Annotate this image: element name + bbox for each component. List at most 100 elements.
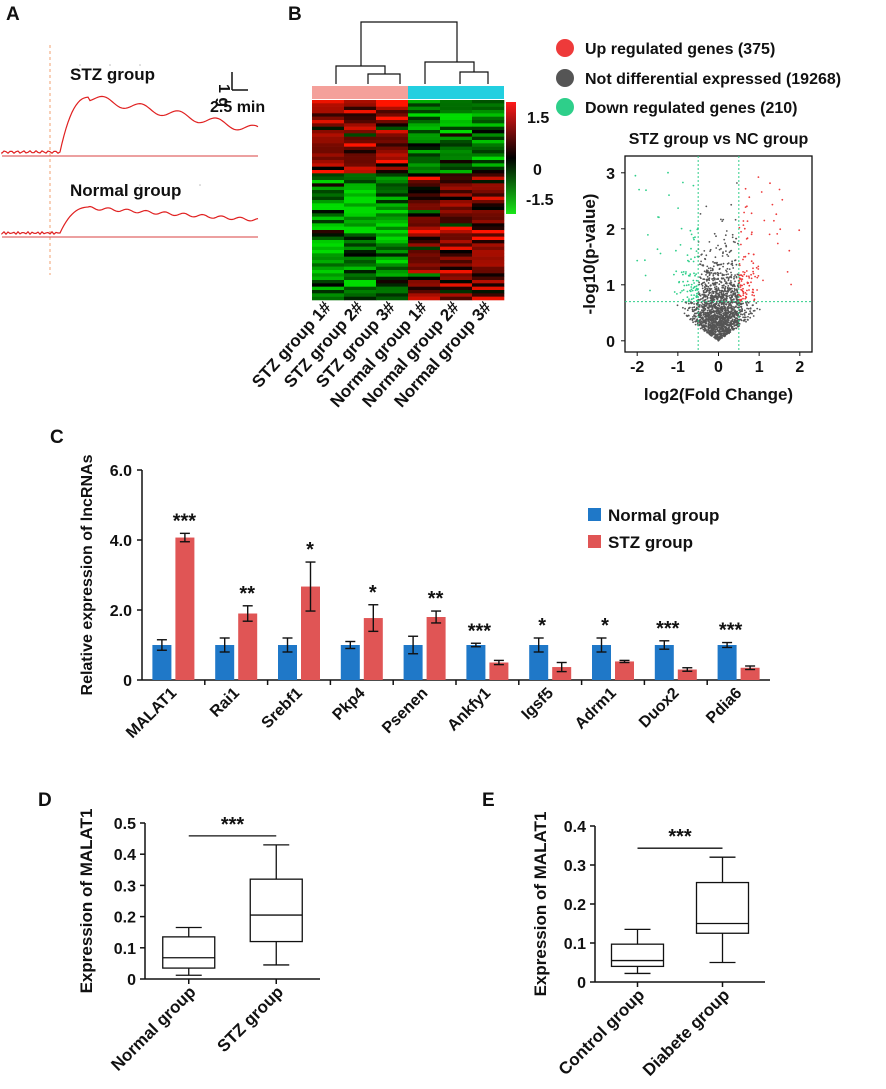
heatmap-cell [312, 116, 345, 121]
volcano-point [730, 271, 732, 274]
heatmap-cell [440, 203, 473, 207]
dendrogram [335, 21, 489, 84]
bar-normal [654, 645, 674, 680]
volcano-point [718, 304, 721, 307]
volcano-point [712, 303, 715, 306]
heatmap-cell [440, 100, 473, 104]
volcano-point [769, 182, 771, 185]
heatmap-cell [312, 183, 345, 187]
volcano-point [694, 323, 697, 326]
volcano-point [712, 269, 714, 271]
heatmap-cell [472, 170, 505, 174]
volcano-point [717, 244, 719, 247]
heatmap-cell [472, 113, 505, 117]
volcano-point [741, 308, 743, 310]
heatmap-cell [472, 183, 505, 187]
volcano-point [725, 250, 727, 253]
heatmap-cell [344, 236, 377, 241]
y-tick-label: 3 [606, 166, 615, 183]
heatmap-cell [440, 186, 473, 191]
volcano-point [743, 271, 746, 274]
volcano-point [690, 283, 693, 286]
volcano-point [711, 306, 713, 308]
heatmap-cell [408, 286, 441, 291]
volcano-point [726, 286, 729, 289]
volcano-y-label: -log10(p-value) [580, 194, 599, 315]
volcano-point [750, 281, 752, 284]
volcano-point [746, 220, 749, 223]
volcano-point [729, 311, 731, 313]
heatmap-cell [440, 286, 473, 291]
volcano-point [744, 311, 747, 314]
heatmap-cell [344, 283, 377, 287]
category-label: Normal group [107, 982, 199, 1074]
heatmap-cell [376, 220, 409, 224]
heatmap-cell [344, 290, 377, 294]
significance-mark: *** [221, 814, 245, 836]
category-label: Ankfy1 [444, 685, 494, 735]
volcano-point [729, 324, 732, 327]
bar-stz [552, 667, 572, 680]
volcano-x-label: log2(Fold Change) [644, 385, 793, 404]
heatmap-cell [440, 263, 473, 267]
heatmap-cell [312, 186, 345, 191]
volcano-point [742, 294, 745, 297]
volcano-point [713, 306, 716, 309]
volcano-point [702, 314, 705, 316]
heatmap-cell [472, 193, 505, 197]
y-tick-label: 0 [127, 972, 136, 989]
volcano-point [692, 279, 695, 282]
volcano-point [730, 310, 732, 312]
heatmap-cell [408, 110, 441, 114]
volcano-point [724, 326, 727, 328]
boxplot-d: 0 0.1 0.2 0.3 0.4 0.5 Expression of MALAT1 Norm… [77, 809, 320, 1075]
volcano-point [735, 324, 738, 327]
volcano-point [718, 292, 721, 294]
heatmap-cell [312, 283, 345, 287]
volcano-point [730, 300, 733, 303]
volcano-point [714, 321, 717, 324]
volcano-point [721, 315, 724, 317]
volcano-point [718, 316, 721, 319]
volcano-point [710, 328, 713, 331]
volcano-point [733, 322, 735, 325]
volcano-point [736, 284, 739, 287]
volcano-point [719, 295, 722, 298]
heatmap-cell [312, 240, 345, 244]
heatmap-cell [376, 163, 409, 167]
heatmap-cell [376, 253, 409, 257]
heatmap-cell [376, 290, 409, 294]
volcano-point [743, 316, 746, 319]
heatmap-cells [312, 100, 505, 301]
volcano-point [727, 285, 730, 287]
heatmap-cell [312, 133, 345, 137]
volcano-point [730, 276, 733, 279]
volcano-point [776, 242, 779, 245]
volcano-point [728, 316, 731, 319]
heatmap-cell [376, 193, 409, 197]
heatmap-cell [472, 233, 505, 237]
volcano-point [732, 267, 735, 269]
volcano-point [710, 303, 713, 305]
volcano-point [673, 291, 676, 293]
volcano-point [741, 275, 744, 278]
heatmap-cell [376, 216, 409, 221]
legend-ns-dot [556, 69, 574, 87]
heatmap-cell [376, 106, 409, 111]
volcano-point [721, 284, 724, 287]
volcano-point [685, 271, 687, 273]
heatmap-cell [344, 270, 377, 274]
volcano-point [690, 298, 693, 301]
heatmap-cell [408, 203, 441, 207]
heatmap-cell [472, 123, 505, 127]
volcano-point [687, 259, 689, 262]
volcano-point [699, 327, 702, 330]
volcano-point [704, 307, 707, 310]
category-label: STZ group [214, 982, 288, 1056]
volcano-point [720, 311, 722, 314]
volcano-point [719, 318, 721, 321]
volcano-point [695, 320, 698, 323]
volcano-point [711, 298, 714, 301]
heatmap-cell [312, 106, 345, 111]
volcano-point [719, 301, 722, 304]
